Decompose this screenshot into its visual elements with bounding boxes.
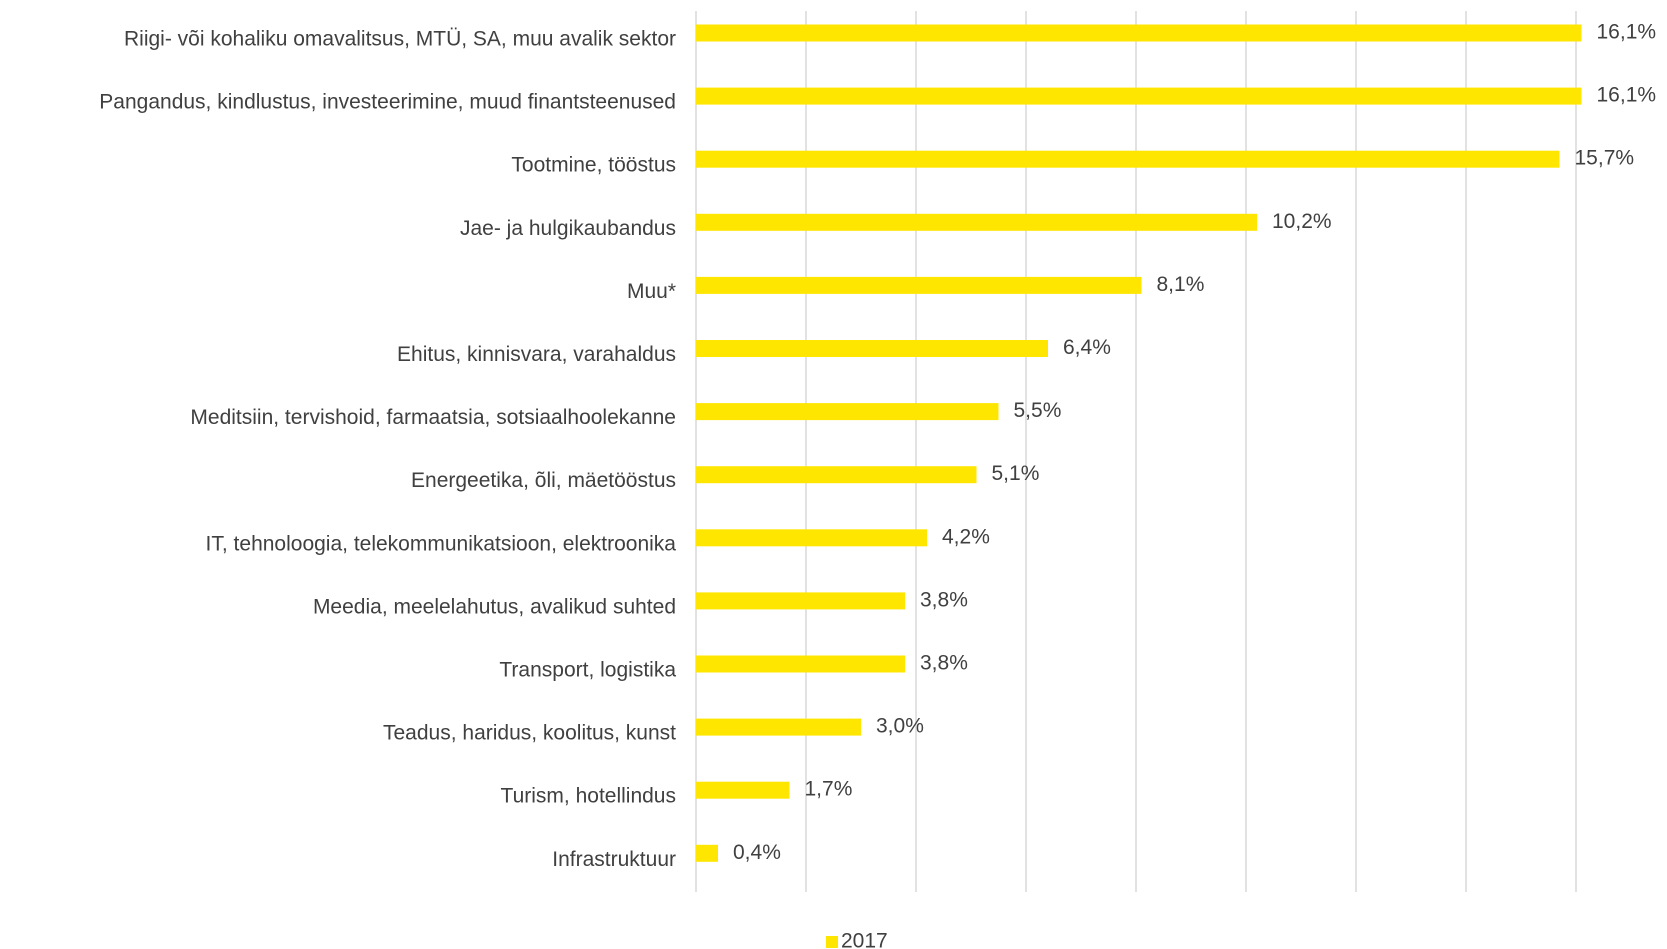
value-label: 3,8% (920, 652, 968, 675)
category-label: IT, tehnoloogia, telekommunikatsioon, el… (206, 532, 677, 555)
category-label: Teadus, haridus, koolitus, kunst (383, 722, 676, 745)
category-label: Ehitus, kinnisvara, varahaldus (397, 343, 676, 366)
category-label: Transport, logistika (499, 659, 676, 682)
category-label: Jae- ja hulgikaubandus (460, 217, 676, 240)
category-label: Muu* (627, 280, 676, 303)
value-label: 16,1% (1597, 84, 1657, 107)
bar (696, 87, 1582, 105)
value-label: 10,2% (1272, 210, 1332, 233)
category-label: Pangandus, kindlustus, investeerimine, m… (99, 91, 676, 114)
value-label: 5,1% (992, 462, 1040, 485)
bar (696, 655, 905, 673)
value-label: 8,1% (1157, 273, 1205, 296)
value-label: 4,2% (942, 525, 990, 548)
value-label: 0,4% (733, 841, 781, 864)
legend-swatch (826, 936, 838, 948)
category-label: Turism, hotellindus (501, 785, 676, 808)
bar (696, 213, 1257, 231)
bar (696, 403, 999, 421)
bar (696, 529, 927, 547)
value-label: 1,7% (805, 778, 853, 801)
bar (696, 781, 790, 799)
category-label: Infrastruktuur (552, 848, 676, 871)
category-label: Energeetika, õli, mäetööstus (411, 469, 676, 492)
value-label: 15,7% (1575, 147, 1635, 170)
category-label: Meedia, meelelahutus, avalikud suhted (313, 595, 676, 618)
bar (696, 592, 905, 610)
value-label: 5,5% (1014, 399, 1062, 422)
bar (696, 718, 861, 736)
bar (696, 844, 718, 862)
bar (696, 340, 1048, 357)
bar (696, 276, 1142, 294)
category-label: Meditsiin, tervishoid, farmaatsia, sotsi… (190, 406, 676, 429)
category-label: Riigi- või kohaliku omavalitsus, MTÜ, SA… (124, 28, 676, 51)
bar (696, 466, 977, 484)
value-label: 16,1% (1597, 21, 1657, 44)
value-label: 6,4% (1063, 336, 1111, 359)
bar (696, 150, 1560, 168)
value-label: 3,0% (876, 715, 924, 738)
legend-label: 2017 (841, 930, 888, 949)
category-label: Tootmine, tööstus (511, 154, 676, 177)
bar (696, 24, 1582, 42)
value-label: 3,8% (920, 588, 968, 611)
